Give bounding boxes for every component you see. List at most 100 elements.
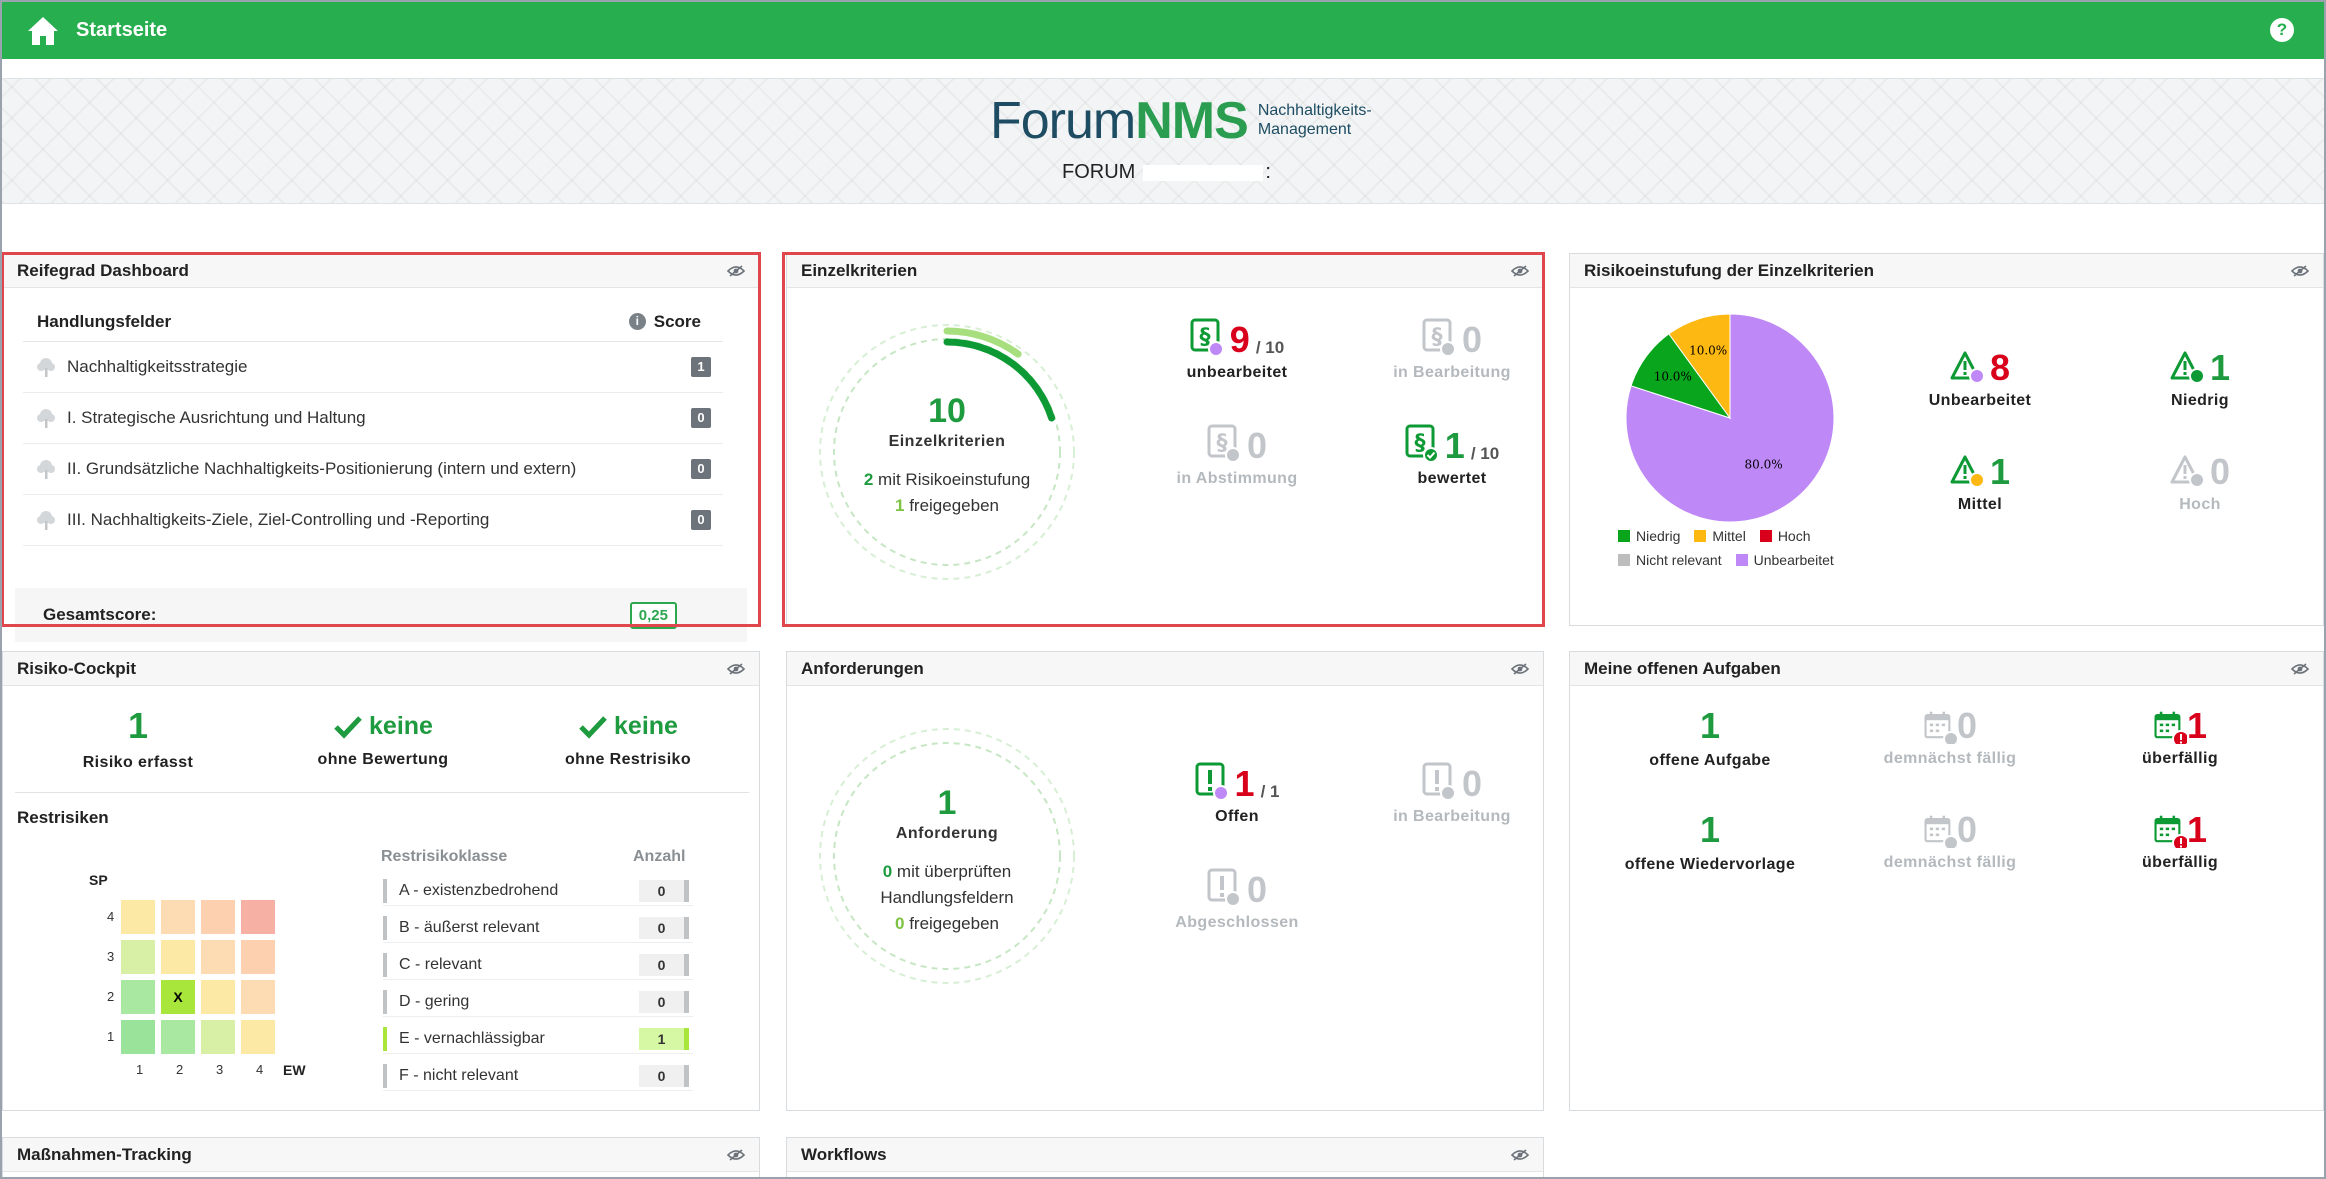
- table-row[interactable]: II. Grundsätzliche Nachhaltigkeits-Posit…: [23, 444, 723, 495]
- anzahl-header: Anzahl: [633, 848, 686, 865]
- offene-aufgabe[interactable]: 1 offene Aufgabe: [1649, 705, 1771, 770]
- hide-eye-icon[interactable]: [727, 663, 745, 675]
- risiko-erfasst[interactable]: 1 Risiko erfasst: [82, 705, 194, 772]
- stat-risk-unbearbeitet[interactable]: 8 Unbearbeitet: [1928, 347, 2032, 410]
- matrix-cell[interactable]: [121, 980, 155, 1014]
- count-badge: 0: [639, 879, 689, 902]
- einzelkriterien-panel: Einzelkriterien 10 Einzelkriterien 2 mit…: [786, 253, 1544, 626]
- matrix-x-tick: 4: [256, 1062, 264, 1077]
- chart-legend: Niedrig Mittel Hoch Nicht relevant Unbea…: [1618, 528, 1848, 576]
- info-icon[interactable]: i: [628, 313, 646, 330]
- table-row[interactable]: B - äußerst relevant 0: [383, 913, 693, 943]
- panel-header: Einzelkriterien: [787, 254, 1543, 288]
- warning-icon: [1950, 350, 1985, 384]
- legend-item[interactable]: Niedrig: [1618, 528, 1680, 544]
- stat-risk-mittel[interactable]: 1 Mittel: [1910, 454, 2050, 514]
- table-row[interactable]: C - relevant 0: [383, 950, 693, 980]
- table-row[interactable]: A - existenzbedrohend 0: [383, 876, 693, 906]
- hide-eye-icon[interactable]: [727, 1149, 745, 1161]
- ueberfaellig[interactable]: 1 überfällig: [2141, 705, 2218, 768]
- hide-eye-icon[interactable]: [1511, 1149, 1529, 1161]
- tree-icon: [35, 356, 57, 378]
- anforderungen-panel: Anforderungen 1 Anforderung 0 mit überpr…: [786, 651, 1544, 1111]
- divider: [15, 792, 749, 793]
- matrix-cell[interactable]: [201, 1020, 235, 1054]
- demnaechst-faellig[interactable]: 0 demnächst fällig: [1883, 705, 2017, 768]
- panel-header: Anforderungen: [787, 652, 1543, 686]
- tree-icon: [35, 509, 57, 531]
- matrix-cell[interactable]: [161, 1020, 195, 1054]
- hide-eye-icon[interactable]: [1511, 663, 1529, 675]
- matrix-y-tick: 3: [107, 949, 115, 964]
- paragraph-chat-icon: [1207, 424, 1241, 463]
- legend-item[interactable]: Hoch: [1759, 528, 1811, 544]
- help-icon[interactable]: ?: [2270, 18, 2294, 42]
- legend-item[interactable]: Nicht relevant: [1618, 552, 1722, 568]
- matrix-cell[interactable]: X: [161, 980, 195, 1014]
- stat-offen[interactable]: 1 / 1 Offen: [1157, 762, 1317, 826]
- stat-in-bearbeitung[interactable]: 0 in Bearbeitung: [1393, 319, 1511, 381]
- workflows-panel: Workflows: [786, 1137, 1544, 1179]
- offene-wiedervorlage[interactable]: 1 offene Wiedervorlage: [1624, 809, 1796, 874]
- matrix-cell[interactable]: [241, 1020, 275, 1054]
- matrix-cell[interactable]: [121, 900, 155, 934]
- stat-bewertet[interactable]: 1 / 10 bewertet: [1362, 424, 1542, 488]
- matrix-cell[interactable]: [121, 1020, 155, 1054]
- matrix-cell[interactable]: [201, 900, 235, 934]
- hide-eye-icon[interactable]: [2291, 265, 2309, 277]
- table-header: Handlungsfelder i Score: [23, 302, 723, 342]
- table-row[interactable]: D - gering 0: [383, 987, 693, 1017]
- stat-risk-hoch[interactable]: 0 Hoch: [2130, 454, 2270, 514]
- top-bar: Startseite ?: [2, 2, 2324, 59]
- calendar-clock-icon: [1923, 710, 1957, 744]
- matrix-cell[interactable]: [241, 980, 275, 1014]
- stat-unbearbeitet[interactable]: 9 / 10 unbearbeitet: [1186, 319, 1288, 381]
- stat-in-abstimmung[interactable]: 0 in Abstimmung: [1176, 424, 1298, 487]
- matrix-y-tick: 1: [107, 1029, 115, 1044]
- ueberfaellig[interactable]: 1 überfällig: [2141, 809, 2218, 872]
- matrix-cell[interactable]: [241, 940, 275, 974]
- matrix-cell[interactable]: [201, 940, 235, 974]
- aufgaben-panel: Meine offenen Aufgaben 1 offene Aufgabe …: [1569, 651, 2324, 1111]
- hide-eye-icon[interactable]: [727, 265, 745, 277]
- hide-eye-icon[interactable]: [2291, 663, 2309, 675]
- table-row[interactable]: III. Nachhaltigkeits-Ziele, Ziel-Control…: [23, 495, 723, 546]
- stat-abgeschlossen[interactable]: 0 Abgeschlossen: [1175, 869, 1299, 931]
- risk-matrix: X: [121, 900, 281, 1060]
- count-badge: 1: [639, 1027, 689, 1050]
- table-row[interactable]: Nachhaltigkeitsstrategie 1: [23, 342, 723, 393]
- forumnms-logo: Forum NMS Nachhaltigkeits- Management: [990, 92, 1372, 150]
- table-row[interactable]: F - nicht relevant 0: [383, 1061, 693, 1091]
- matrix-cell[interactable]: [161, 900, 195, 934]
- page-title[interactable]: Startseite: [76, 19, 168, 41]
- matrix-cell[interactable]: [121, 940, 155, 974]
- table-row[interactable]: I. Strategische Ausrichtung und Haltung …: [23, 393, 723, 444]
- matrix-cell[interactable]: [241, 900, 275, 934]
- risk-pie-chart: 80.0% 10.0% 10.0%: [1625, 313, 1835, 523]
- stat-in-bearbeitung[interactable]: 0 in Bearbeitung: [1393, 763, 1511, 825]
- progress-arc-rated: [943, 338, 1056, 422]
- tree-icon: [35, 458, 57, 480]
- pie-slice-unbearbeitet[interactable]: [1625, 313, 1835, 523]
- matrix-cell[interactable]: [161, 940, 195, 974]
- demnaechst-faellig[interactable]: 0 demnächst fällig: [1883, 809, 2017, 872]
- klasse-header: Restrisikoklasse: [381, 848, 508, 865]
- matrix-cell[interactable]: [201, 980, 235, 1014]
- requirements-ring: [819, 728, 1075, 984]
- table-row[interactable]: E - vernachlässigbar 1: [383, 1024, 693, 1054]
- pie-label: 10.0%: [1654, 369, 1692, 383]
- pie-slice-mittel[interactable]: [1668, 313, 1731, 420]
- checkmark-icon: [334, 715, 362, 739]
- matrix-x-tick: 1: [136, 1062, 144, 1077]
- massnahmen-panel: Maßnahmen-Tracking: [2, 1137, 760, 1179]
- stat-risk-niedrig[interactable]: 1 Niedrig: [2171, 347, 2231, 409]
- panel-header: Maßnahmen-Tracking: [3, 1138, 759, 1172]
- ohne-bewertung[interactable]: keine ohne Bewertung: [317, 712, 449, 768]
- ohne-restrisiko[interactable]: keine ohne Restrisiko: [564, 712, 692, 768]
- hide-eye-icon[interactable]: [1511, 265, 1529, 277]
- legend-item[interactable]: Unbearbeitet: [1735, 552, 1834, 568]
- panel-header: Reifegrad Dashboard: [3, 254, 759, 288]
- panel-header: Meine offenen Aufgaben: [1570, 652, 2323, 686]
- home-icon[interactable]: [26, 14, 60, 48]
- legend-item[interactable]: Mittel: [1694, 528, 1746, 544]
